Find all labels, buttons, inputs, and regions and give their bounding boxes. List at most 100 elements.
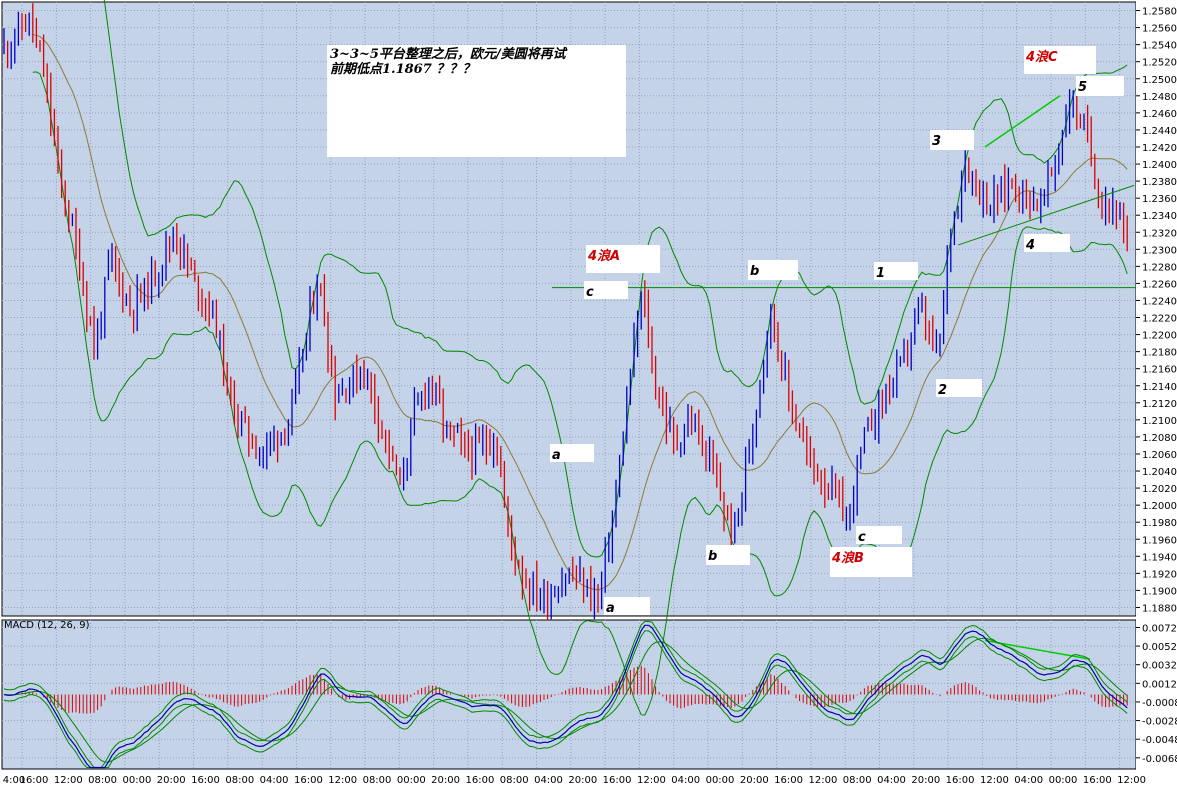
x-tick-label: 20:00 <box>157 775 186 786</box>
analysis-note-line-2: 前期低点1.1867 ？？？ <box>330 62 476 77</box>
wave-label-box <box>586 245 660 273</box>
wave-label-box <box>550 444 594 462</box>
wave-label: 1 <box>876 266 885 281</box>
x-tick-label: 12:00 <box>980 775 1009 786</box>
wave-label-box <box>856 526 902 544</box>
y-tick-label: 1.2240 <box>1142 296 1177 307</box>
wave-label-box <box>874 262 918 280</box>
macd-band-upper <box>3 621 1128 768</box>
x-tick-label: 00:00 <box>397 775 426 786</box>
wave-label: a <box>552 448 561 463</box>
analysis-note-line-1: 3~3~5平台整理之后，欧元/美圆将再试 <box>330 47 566 62</box>
y-tick-label: 1.1920 <box>1142 569 1177 580</box>
wave-label: c <box>586 285 594 300</box>
x-tick-label: 16:00 <box>603 775 632 786</box>
macd-y-tick-label: 0.0072 <box>1142 623 1177 634</box>
x-tick-label: 04:00 <box>1014 775 1043 786</box>
axis-strip <box>1136 0 1177 788</box>
wave-label: 4 <box>1025 238 1035 253</box>
wave-label: a <box>606 601 615 616</box>
wave-label-box <box>936 379 982 397</box>
x-tick-label: 20:00 <box>568 775 597 786</box>
y-tick-label: 1.2480 <box>1142 92 1177 103</box>
x-tick-label: 16:00 <box>1083 775 1112 786</box>
y-tick-label: 1.2020 <box>1142 484 1177 495</box>
wave-label-box <box>584 281 628 299</box>
y-tick-label: 1.2180 <box>1142 348 1177 359</box>
y-tick-label: 1.2380 <box>1142 177 1177 188</box>
wave-label-box <box>830 547 912 577</box>
x-tick-label: 04:00 <box>671 775 700 786</box>
y-tick-label: 1.2260 <box>1142 279 1177 290</box>
wave-label-box <box>1024 234 1070 252</box>
y-tick-label: 1.2320 <box>1142 228 1177 239</box>
x-tick-label: 20:00 <box>911 775 940 786</box>
x-tick-label: 04:00 <box>260 775 289 786</box>
y-tick-label: 1.2220 <box>1142 314 1177 325</box>
wave-label: 3 <box>932 134 941 149</box>
analysis-note: 3~3~5平台整理之后，欧元/美圆将再试 前期低点1.1867 ？？？ <box>327 45 626 157</box>
y-tick-label: 1.2560 <box>1142 24 1177 35</box>
macd-y-tick-label: 0.0032 <box>1142 661 1177 672</box>
y-tick-label: 1.2360 <box>1142 194 1177 205</box>
y-tick-label: 1.2500 <box>1142 75 1177 86</box>
macd-y-tick-label: -0.0068 <box>1142 754 1177 765</box>
wave-label-box <box>706 545 750 565</box>
y-tick-label: 1.2440 <box>1142 126 1177 137</box>
macd-y-tick-label: -0.0008 <box>1142 698 1177 709</box>
x-tick-label: 20:00 <box>431 775 460 786</box>
macd-band-lower <box>3 630 1128 768</box>
y-tick-label: 1.2200 <box>1142 331 1177 342</box>
wave-label: c <box>858 530 866 545</box>
macd-y-tick-label: -0.0028 <box>1142 717 1177 728</box>
x-tick-label: 08:00 <box>225 775 254 786</box>
wave-label: 2 <box>938 383 947 398</box>
lower-trendline <box>957 184 1135 246</box>
wave-label-box <box>748 260 798 280</box>
macd-line <box>3 624 1128 769</box>
wave-label: b <box>750 264 759 279</box>
y-tick-label: 1.2460 <box>1142 109 1177 120</box>
y-tick-label: 1.2160 <box>1142 365 1177 376</box>
wave-label: 4浪B <box>831 550 864 566</box>
wave-label-box <box>1076 76 1124 96</box>
y-tick-label: 1.1980 <box>1142 518 1177 529</box>
y-tick-label: 1.2400 <box>1142 160 1177 171</box>
y-tick-label: 1.1900 <box>1142 586 1177 597</box>
wave-label: b <box>708 549 717 564</box>
wave-label-box <box>1024 46 1096 74</box>
x-tick-label: 4:00 <box>3 775 25 786</box>
y-tick-label: 1.2000 <box>1142 501 1177 512</box>
wave-label: 4浪C <box>1025 49 1058 65</box>
y-tick-label: 1.2060 <box>1142 450 1177 461</box>
y-tick-label: 1.2340 <box>1142 211 1177 222</box>
x-tick-label: 16:00 <box>774 775 803 786</box>
wave-label: 5 <box>1078 80 1087 95</box>
y-tick-label: 1.1940 <box>1142 552 1177 563</box>
x-tick-label: 12:00 <box>808 775 837 786</box>
y-tick-label: 1.2140 <box>1142 382 1177 393</box>
bollinger-upper <box>39 0 1128 558</box>
y-tick-label: 1.2540 <box>1142 41 1177 52</box>
x-tick-label: 08:00 <box>88 775 117 786</box>
wave-label: 4浪A <box>587 248 620 264</box>
x-tick-label: 12:00 <box>1117 775 1146 786</box>
x-tick-label: 04:00 <box>534 775 563 786</box>
y-tick-label: 1.2580 <box>1142 7 1177 18</box>
x-tick-label: 04:00 <box>877 775 906 786</box>
wave-label-box <box>930 130 974 150</box>
y-tick-label: 1.2100 <box>1142 416 1177 427</box>
x-tick-label: 16:00 <box>465 775 494 786</box>
y-tick-label: 1.1880 <box>1142 603 1177 614</box>
x-tick-label: 12:00 <box>328 775 357 786</box>
x-tick-label: 00:00 <box>122 775 151 786</box>
macd-signal-line <box>3 637 1128 763</box>
x-tick-label: 20:00 <box>740 775 769 786</box>
y-tick-label: 1.2300 <box>1142 245 1177 256</box>
x-tick-label: 16:00 <box>294 775 323 786</box>
x-tick-label: 16:00 <box>20 775 49 786</box>
moving-average <box>32 34 1128 591</box>
x-tick-label: 16:00 <box>946 775 975 786</box>
macd-y-tick-label: 0.0012 <box>1142 679 1177 690</box>
